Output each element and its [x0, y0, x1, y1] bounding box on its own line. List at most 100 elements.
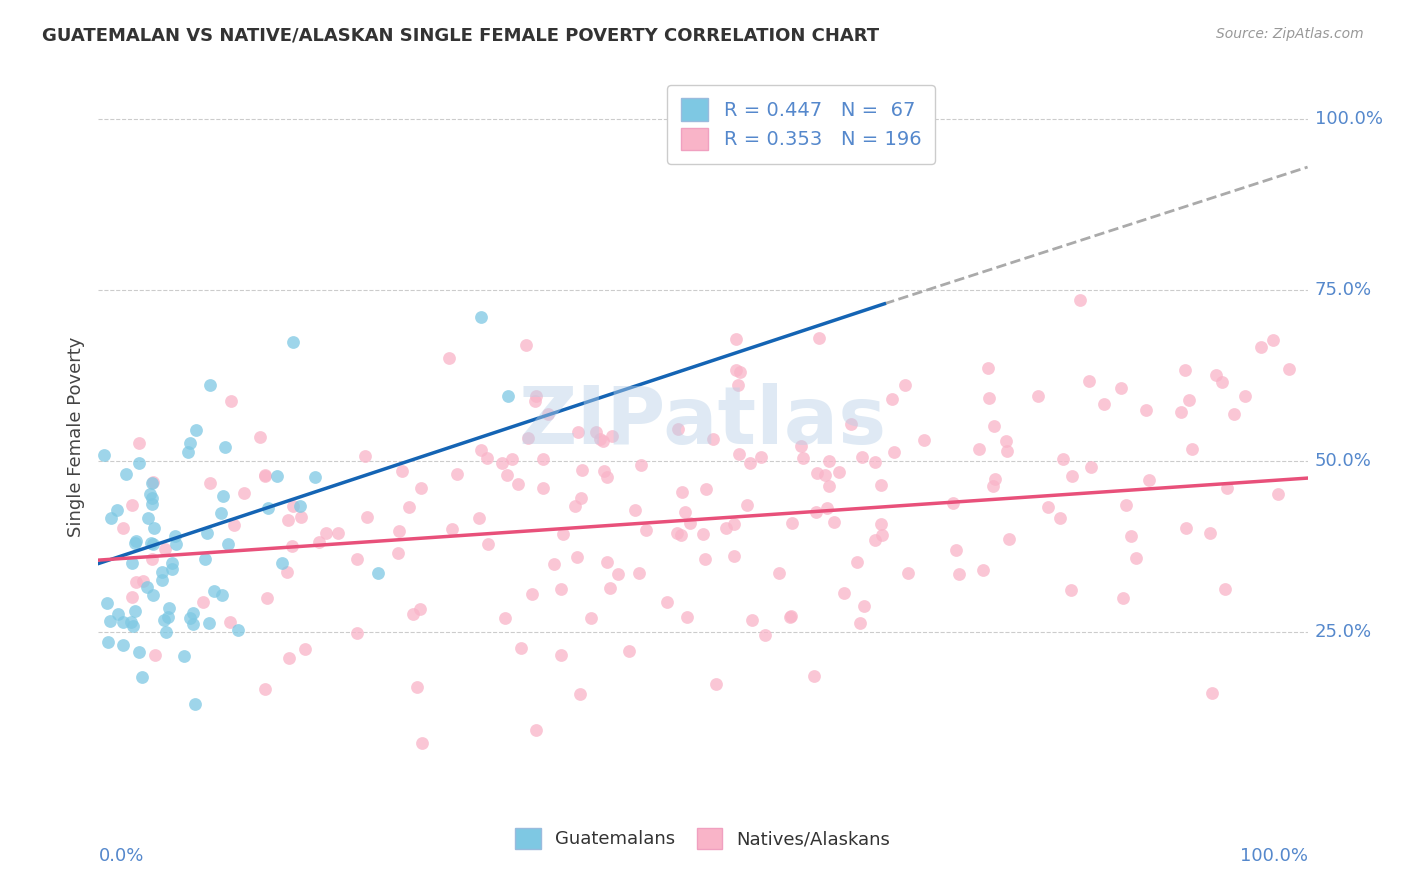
Point [468, 511, 491, 525]
Point [97, 634, 120, 648]
Y-axis label: Single Female Poverty: Single Female Poverty [66, 337, 84, 537]
Point [1092, 396, 1115, 410]
Point [792, 450, 814, 465]
Point [998, 533, 1021, 547]
Point [872, 527, 894, 541]
Point [524, 394, 547, 409]
Point [520, 587, 543, 601]
Point [995, 444, 1018, 458]
Point [498, 389, 520, 403]
Point [446, 467, 468, 482]
Point [100, 511, 122, 525]
Point [139, 487, 162, 501]
Point [1222, 407, 1244, 421]
Point [156, 610, 179, 624]
Point [782, 516, 804, 530]
Point [852, 599, 875, 613]
Point [249, 430, 271, 444]
Point [232, 486, 254, 500]
Point [181, 617, 204, 632]
Point [531, 481, 554, 495]
Point [143, 521, 166, 535]
Point [724, 332, 747, 346]
Point [181, 606, 204, 620]
Point [128, 436, 150, 450]
Point [131, 574, 153, 589]
Point [839, 417, 862, 432]
Point [671, 484, 693, 499]
Text: 50.0%: 50.0% [1315, 452, 1371, 470]
Point [738, 456, 761, 470]
Point [150, 565, 173, 579]
Point [832, 586, 855, 600]
Point [1174, 363, 1197, 377]
Point [817, 454, 839, 468]
Point [179, 436, 201, 450]
Point [367, 566, 389, 580]
Point [984, 472, 1007, 486]
Point [150, 573, 173, 587]
Point [211, 588, 233, 602]
Point [470, 310, 492, 324]
Point [524, 388, 547, 402]
Point [969, 442, 991, 457]
Point [1137, 474, 1160, 488]
Point [111, 521, 134, 535]
Point [153, 613, 176, 627]
Point [163, 529, 186, 543]
Point [477, 537, 499, 551]
Point [828, 465, 851, 479]
Text: Source: ZipAtlas.com: Source: ZipAtlas.com [1216, 27, 1364, 41]
Point [402, 607, 425, 622]
Text: 25.0%: 25.0% [1315, 623, 1372, 641]
Point [254, 681, 277, 696]
Point [277, 513, 299, 527]
Point [912, 433, 935, 447]
Point [470, 442, 492, 457]
Point [112, 615, 135, 629]
Point [808, 331, 831, 345]
Point [256, 501, 278, 516]
Point [728, 447, 751, 461]
Point [768, 566, 790, 580]
Point [131, 670, 153, 684]
Point [1125, 551, 1147, 566]
Point [354, 449, 377, 463]
Point [779, 609, 801, 624]
Point [141, 497, 163, 511]
Point [1052, 451, 1074, 466]
Point [290, 509, 312, 524]
Point [501, 451, 523, 466]
Point [125, 533, 148, 548]
Point [1135, 402, 1157, 417]
Point [142, 588, 165, 602]
Point [666, 422, 689, 436]
Point [537, 407, 560, 421]
Point [209, 506, 232, 520]
Point [278, 651, 301, 665]
Point [179, 611, 201, 625]
Point [1233, 389, 1256, 403]
Point [198, 615, 221, 630]
Point [510, 641, 533, 656]
Point [749, 450, 772, 465]
Point [754, 628, 776, 642]
Point [128, 645, 150, 659]
Point [1026, 389, 1049, 403]
Point [281, 499, 304, 513]
Point [143, 648, 166, 663]
Point [568, 687, 591, 701]
Point [194, 552, 217, 566]
Point [437, 351, 460, 365]
Text: 75.0%: 75.0% [1315, 281, 1372, 299]
Point [669, 528, 692, 542]
Point [1119, 529, 1142, 543]
Point [93, 448, 115, 462]
Point [191, 595, 214, 609]
Point [288, 500, 311, 514]
Point [1060, 582, 1083, 597]
Point [1199, 525, 1222, 540]
Text: 0.0%: 0.0% [98, 847, 143, 864]
Point [567, 550, 589, 565]
Point [803, 669, 825, 683]
